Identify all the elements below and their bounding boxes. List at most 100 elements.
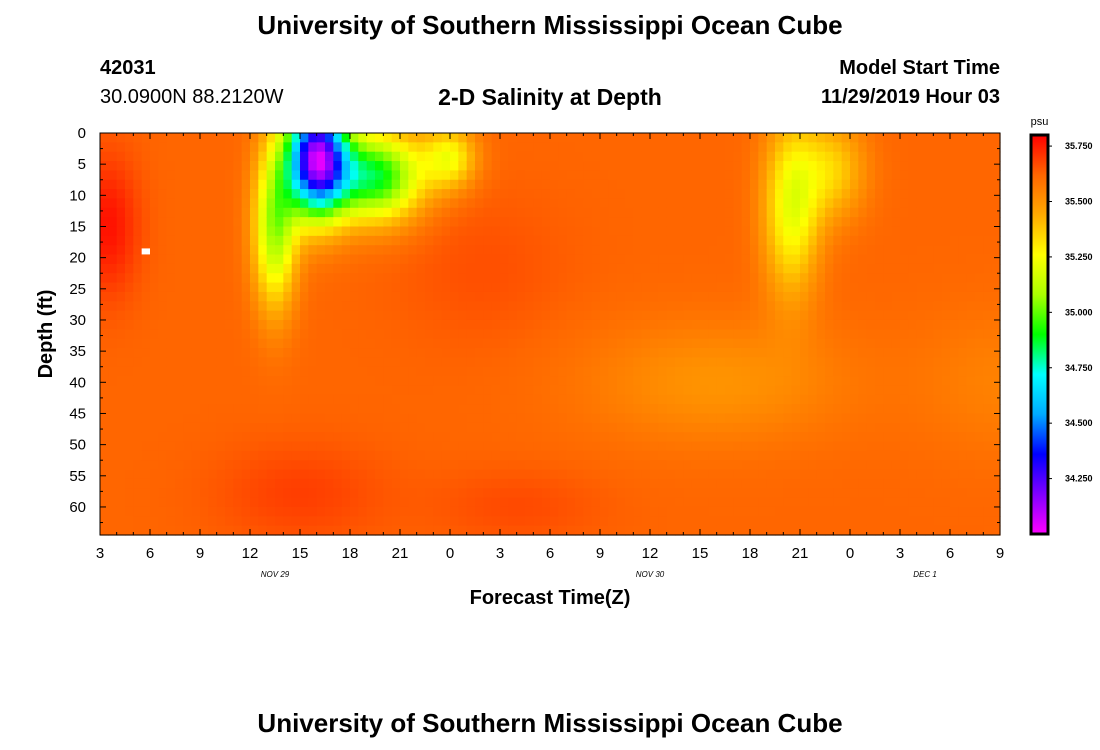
heatmap-cell: [466, 226, 476, 237]
heatmap-cell: [908, 161, 918, 171]
heatmap-cell: [375, 525, 384, 536]
heatmap-cell: [683, 291, 693, 302]
heatmap-cell: [275, 310, 284, 321]
heatmap-cell: [116, 432, 126, 443]
heatmap-cell: [575, 310, 584, 321]
heatmap-cell: [475, 525, 484, 536]
heatmap-cell: [425, 198, 434, 209]
heatmap-cell: [275, 497, 284, 508]
heatmap-cell: [108, 151, 118, 162]
heatmap-cell: [800, 282, 809, 293]
heatmap-cell: [200, 189, 209, 200]
heatmap-cell: [591, 301, 601, 312]
heatmap-cell: [625, 217, 634, 228]
heatmap-cell: [200, 488, 209, 499]
heatmap-cell: [516, 450, 526, 461]
y-tick-label: 30: [69, 312, 86, 329]
heatmap-cell: [758, 207, 768, 218]
heatmap-cell: [941, 460, 951, 471]
heatmap-cell: [750, 217, 759, 228]
heatmap-cell: [850, 161, 859, 171]
heatmap-cell: [900, 348, 909, 358]
heatmap-cell: [875, 273, 884, 284]
heatmap-cell: [125, 151, 134, 162]
heatmap-cell: [750, 432, 759, 443]
heatmap-cell: [875, 142, 884, 153]
heatmap-cell: [375, 282, 384, 293]
heatmap-cell: [508, 413, 518, 424]
heatmap-cell: [500, 506, 509, 517]
heatmap-cell: [100, 301, 109, 312]
heatmap-cell: [308, 198, 318, 209]
heatmap-cell: [708, 273, 718, 284]
heatmap-cell: [883, 441, 893, 452]
heatmap-cell: [441, 338, 451, 349]
heatmap-cell: [641, 189, 651, 200]
heatmap-cell: [266, 376, 276, 387]
heatmap-cell: [908, 319, 918, 330]
heatmap-cell: [775, 348, 784, 358]
heatmap-cell: [800, 151, 809, 162]
heatmap-cell: [108, 133, 118, 143]
heatmap-cell: [241, 151, 251, 162]
heatmap-cell: [741, 170, 751, 181]
heatmap-cell: [383, 348, 393, 358]
heatmap-cell: [300, 488, 309, 499]
heatmap-cell: [850, 273, 859, 284]
heatmap-cell: [158, 198, 168, 209]
heatmap-cell: [691, 282, 701, 293]
heatmap-cell: [600, 348, 609, 358]
heatmap-cell: [616, 254, 626, 265]
heatmap-cell: [591, 282, 601, 293]
heatmap-cell: [333, 516, 343, 527]
heatmap-cell: [608, 291, 618, 302]
heatmap-cell: [858, 235, 868, 246]
heatmap-cell: [308, 432, 318, 443]
heatmap-cell: [225, 376, 234, 387]
heatmap-cell: [208, 338, 218, 349]
heatmap-cell: [966, 245, 976, 256]
heatmap-cell: [533, 133, 543, 143]
heatmap-cell: [391, 441, 401, 452]
heatmap-cell: [391, 161, 401, 171]
heatmap-cell: [150, 469, 159, 480]
heatmap-cell: [783, 348, 793, 358]
heatmap-cell: [966, 319, 976, 330]
heatmap-cell: [833, 450, 843, 461]
heatmap-cell: [975, 441, 984, 452]
heatmap-cell: [700, 488, 709, 499]
heatmap-cell: [141, 217, 151, 228]
heatmap-cell: [158, 525, 168, 536]
heatmap-cell: [783, 291, 793, 302]
heatmap-cell: [475, 506, 484, 517]
heatmap-cell: [658, 348, 668, 358]
heatmap-cell: [375, 357, 384, 368]
heatmap-cell: [775, 497, 784, 508]
heatmap-cell: [933, 245, 943, 256]
heatmap-cell: [625, 394, 634, 405]
heatmap-cell: [983, 478, 993, 489]
heatmap-cell: [991, 376, 1001, 387]
heatmap-cell: [650, 319, 659, 330]
heatmap-cell: [516, 516, 526, 527]
heatmap-cell: [350, 441, 359, 452]
heatmap-cell: [266, 217, 276, 228]
heatmap-cell: [725, 338, 734, 349]
heatmap-cell: [175, 189, 184, 200]
heatmap-cell: [758, 338, 768, 349]
heatmap-cell: [458, 226, 468, 237]
heatmap-cell: [766, 357, 776, 368]
heatmap-cell: [641, 525, 651, 536]
heatmap-cell: [158, 133, 168, 143]
heatmap-cell: [691, 235, 701, 246]
heatmap-cell: [991, 432, 1001, 443]
heatmap-cell: [675, 273, 684, 284]
heatmap-cell: [650, 441, 659, 452]
heatmap-cell: [816, 329, 826, 340]
heatmap-cell: [983, 226, 993, 237]
heatmap-cell: [858, 263, 868, 274]
heatmap-cell: [208, 460, 218, 471]
heatmap-cell: [483, 263, 493, 274]
heatmap-cell: [608, 329, 618, 340]
heatmap-cell: [191, 394, 201, 405]
